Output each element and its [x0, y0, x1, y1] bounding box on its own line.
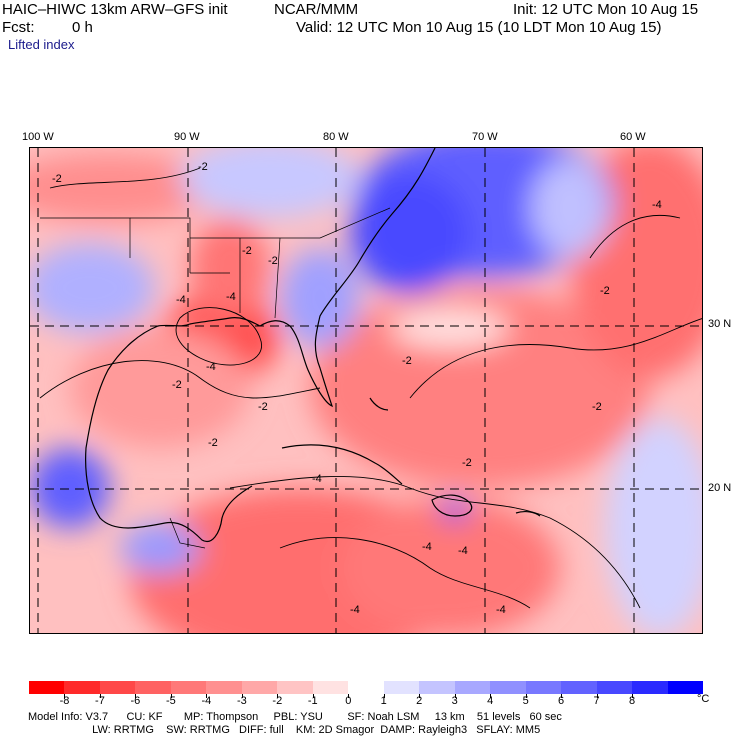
color-bar-tick — [525, 694, 527, 698]
contour-label: -4 — [312, 473, 322, 485]
contour-label: -2 — [208, 437, 218, 449]
lifted-index-map: -2 -2 -2 -4 -2 -4 -2 -4 -2 -2 -2 -2 -2 -… — [29, 147, 703, 634]
contour-label: -4 — [422, 541, 432, 553]
lon-label-60w: 60 W — [620, 131, 646, 143]
color-bar-cell — [64, 681, 101, 694]
color-bar-label: -8 — [59, 695, 70, 707]
color-bar-cell — [170, 681, 207, 694]
color-bar-cell — [312, 681, 349, 694]
color-bar-cell — [383, 681, 420, 694]
contour-label: -2 — [198, 161, 208, 173]
color-bar-label: 6 — [558, 695, 565, 707]
lon-label-90w: 90 W — [174, 131, 200, 143]
color-bar-tick — [632, 694, 634, 698]
color-bar-tick — [99, 694, 101, 698]
forecast-label: Fcst: — [2, 19, 35, 36]
color-bar-label: 3 — [451, 695, 458, 707]
color-bar-cell — [667, 681, 704, 694]
color-bar-label: -4 — [201, 695, 212, 707]
color-bar-label: 7 — [593, 695, 600, 707]
color-bar-label: -1 — [307, 695, 318, 707]
color-bar-label: -3 — [236, 695, 247, 707]
color-bar-tick — [241, 694, 243, 698]
color-bar-tick — [454, 694, 456, 698]
color-bar-tick — [135, 694, 137, 698]
color-bar-label: 5 — [522, 695, 529, 707]
contour-label: -4 — [206, 361, 216, 373]
color-bar-label: -5 — [166, 695, 176, 707]
contour-label: -2 — [402, 355, 412, 367]
model-info-line-2: LW: RRTMG SW: RRTMG DIFF: full KM: 2D Sm… — [28, 724, 541, 736]
lat-label-30n: 30 N — [708, 318, 732, 330]
color-bar-label: 2 — [416, 695, 423, 707]
valid-time: Valid: 12 UTC Mon 10 Aug 15 (10 LDT Mon … — [296, 19, 662, 36]
organization: NCAR/MMM — [274, 1, 359, 18]
model-title: HAIC–HIWC 13km ARW–GFS init — [2, 1, 228, 18]
color-bar — [29, 681, 704, 694]
color-bar-cell — [135, 681, 172, 694]
color-bar-tick — [561, 694, 563, 698]
color-bar-cell — [419, 681, 456, 694]
color-bar-label: 4 — [487, 695, 494, 707]
color-bar-cell — [596, 681, 633, 694]
contour-label-group: -2 -2 -2 -4 -2 -4 -2 -4 -2 -2 -2 -2 -2 -… — [52, 161, 662, 616]
color-bar-tick — [206, 694, 208, 698]
contour-label: -4 — [652, 199, 662, 211]
color-bar-label: -6 — [130, 695, 141, 707]
color-bar-label: 0 — [345, 695, 352, 707]
map-canvas: -2 -2 -2 -4 -2 -4 -2 -4 -2 -2 -2 -2 -2 -… — [30, 148, 702, 633]
color-bar-cell — [241, 681, 278, 694]
contour-label: -2 — [592, 401, 602, 413]
contour-label: -2 — [52, 173, 62, 185]
contour-label: -4 — [458, 545, 468, 557]
color-bar-cell — [454, 681, 491, 694]
color-bar-tick — [312, 694, 314, 698]
lon-label-80w: 80 W — [323, 131, 349, 143]
color-bar-cell — [99, 681, 136, 694]
color-bar-tick — [170, 694, 172, 698]
color-bar-tick — [383, 694, 385, 698]
contour-label: -2 — [172, 379, 182, 391]
color-bar-cell — [561, 681, 598, 694]
color-bar-cell — [277, 681, 314, 694]
contour-label: -4 — [226, 291, 236, 303]
lat-label-20n: 20 N — [708, 482, 732, 494]
contour-label: -2 — [268, 255, 278, 267]
color-bar-label: -2 — [272, 695, 283, 707]
color-bar-label: 1 — [380, 695, 387, 707]
model-info-line-1: Model Info: V3.7 CU: KF MP: Thompson PBL… — [28, 711, 562, 723]
contour-label: -4 — [176, 294, 186, 306]
coastlines — [85, 148, 541, 542]
contour-label: -2 — [600, 285, 610, 297]
color-bar-tick — [64, 694, 66, 698]
color-bar-tick — [490, 694, 492, 698]
color-bar-cell — [632, 681, 669, 694]
lon-label-70w: 70 W — [472, 131, 498, 143]
contour-label: -4 — [496, 604, 506, 616]
state-borders — [40, 207, 391, 549]
color-bar-unit: °C — [697, 693, 710, 705]
color-bar-cell — [490, 681, 527, 694]
field-name: Lifted index — [8, 37, 75, 52]
lifted-index-field — [30, 148, 702, 633]
contour-label: -2 — [258, 401, 268, 413]
color-bar-cell — [29, 681, 65, 694]
lon-label-100w: 100 W — [22, 131, 54, 143]
init-time: Init: 12 UTC Mon 10 Aug 15 — [513, 1, 699, 18]
color-bar-label: 8 — [628, 695, 636, 707]
color-bar-label: -7 — [95, 695, 105, 707]
forecast-hour: 0 h — [72, 19, 93, 36]
color-bar-cell — [525, 681, 562, 694]
color-bar-cell — [348, 681, 385, 694]
contour-label: -4 — [350, 604, 360, 616]
color-bar-tick — [596, 694, 598, 698]
color-bar-tick — [419, 694, 421, 698]
graticule — [30, 148, 702, 633]
color-bar-tick — [348, 694, 350, 698]
contour-label: -2 — [462, 457, 472, 469]
color-bar-tick — [277, 694, 279, 698]
contour-label: -2 — [242, 245, 252, 257]
color-bar-cell — [206, 681, 243, 694]
